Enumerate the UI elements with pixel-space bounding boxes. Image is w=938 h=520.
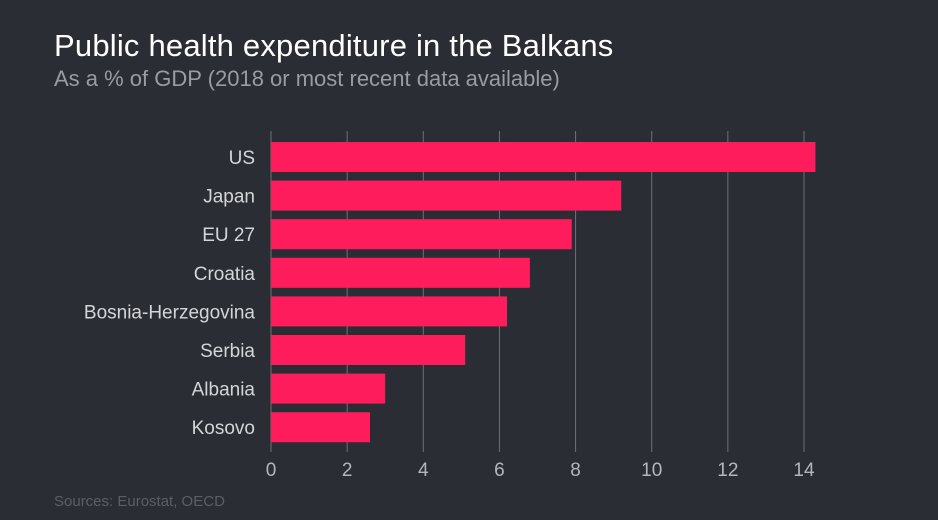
category-label: Croatia (194, 264, 256, 285)
x-tick-label: 2 (342, 460, 353, 481)
x-tick-label: 14 (793, 460, 815, 481)
bar (271, 412, 370, 443)
category-label: Kosovo (192, 418, 255, 439)
bar (271, 373, 386, 404)
category-label: Albania (192, 380, 256, 401)
bars (271, 142, 816, 443)
bar (271, 296, 508, 327)
x-tick-label: 12 (717, 460, 738, 481)
bar (271, 180, 622, 211)
bar (271, 219, 572, 250)
category-label: Serbia (200, 341, 255, 362)
source-note: Sources: Eurostat, OECD (54, 493, 225, 510)
category-label: US (229, 148, 255, 169)
category-label: Japan (203, 187, 255, 208)
chart-subtitle: As a % of GDP (2018 or most recent data … (54, 66, 560, 91)
bar (271, 335, 466, 365)
category-labels: US Japan EU 27 Croatia Bosnia-Herzegovina Ser… (84, 148, 256, 439)
x-tick-label: 10 (641, 460, 662, 481)
x-axis-ticks: 0 2 4 6 8 10 12 14 (266, 460, 815, 481)
category-label: EU 27 (202, 225, 255, 246)
x-tick-label: 6 (494, 460, 505, 481)
x-tick-label: 8 (570, 460, 581, 481)
gridlines (270, 131, 805, 452)
x-tick-label: 0 (266, 460, 277, 481)
bar (271, 142, 816, 172)
x-tick-label: 4 (418, 460, 429, 481)
category-label: Bosnia-Herzegovina (84, 302, 256, 323)
bar (271, 257, 530, 288)
chart-title: Public health expenditure in the Balkans (54, 28, 614, 63)
